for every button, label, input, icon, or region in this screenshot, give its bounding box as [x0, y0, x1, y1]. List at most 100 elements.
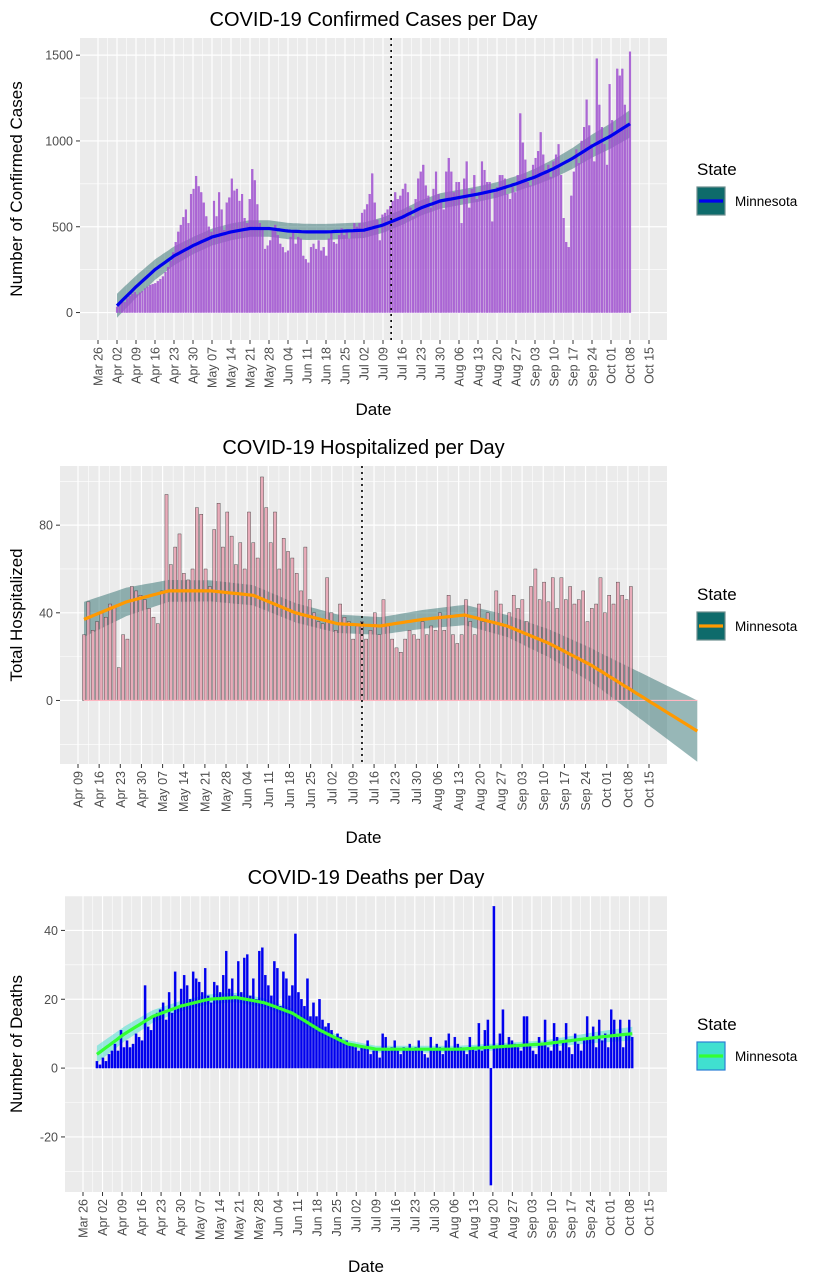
bar: [147, 608, 151, 701]
bar: [597, 1019, 601, 1069]
bar: [435, 1043, 439, 1069]
legend-label: Minnesota: [735, 194, 798, 209]
bar: [315, 1016, 318, 1069]
bar: [169, 564, 173, 701]
bar: [429, 625, 433, 701]
bar: [289, 236, 292, 313]
x-tick-label: Aug 06: [431, 771, 445, 811]
bar: [514, 192, 517, 313]
x-tick-label: Apr 30: [174, 1199, 188, 1236]
bar: [549, 176, 552, 313]
bar: [478, 192, 481, 313]
bar: [383, 212, 387, 313]
bar: [468, 1036, 472, 1069]
bar: [82, 634, 86, 701]
bar: [225, 950, 228, 1069]
bar: [470, 188, 473, 313]
bar: [327, 1023, 330, 1069]
bar: [119, 1030, 123, 1069]
x-tick-label: Sep 03: [516, 771, 530, 811]
bar: [215, 216, 218, 313]
bar: [169, 260, 172, 313]
bar: [110, 1050, 114, 1069]
bar: [363, 1047, 366, 1069]
y-tick-label: 80: [39, 519, 53, 533]
y-axis-title: Number of Confirmed Cases: [7, 81, 26, 296]
bar: [179, 988, 183, 1069]
x-tick-label: Oct 15: [643, 347, 657, 384]
bar: [560, 175, 563, 313]
bar: [381, 1033, 384, 1069]
bar: [381, 599, 386, 701]
bar: [453, 1036, 457, 1069]
bar: [516, 608, 520, 701]
x-tick-label: Jun 18: [320, 347, 334, 385]
bar: [399, 1054, 402, 1069]
bar: [234, 564, 238, 701]
bar: [390, 1047, 393, 1069]
bar: [309, 1016, 312, 1069]
bar: [465, 1054, 469, 1069]
x-tick-label: May 28: [252, 1199, 266, 1240]
x-tick-label: May 28: [220, 771, 234, 812]
bar: [429, 207, 433, 313]
y-axis-title: Number of Deaths: [7, 975, 26, 1113]
bar: [386, 625, 390, 701]
x-tick-label: Apr 02: [96, 1199, 110, 1236]
x-axis-title: Date: [348, 1257, 384, 1276]
bar: [343, 235, 346, 313]
bar: [167, 992, 171, 1069]
x-tick-label: Aug 27: [494, 771, 508, 811]
bar: [376, 219, 379, 313]
bar: [133, 292, 136, 313]
bar: [414, 199, 417, 313]
bar: [480, 1050, 484, 1069]
bar: [402, 1047, 405, 1069]
bar: [588, 1036, 592, 1069]
bar: [399, 652, 403, 701]
bar: [603, 612, 607, 701]
bar: [368, 193, 371, 313]
y-axis-title: Total Hospitalized: [7, 548, 26, 681]
bar: [339, 1036, 342, 1069]
x-tick-label: May 07: [194, 1199, 208, 1240]
bar: [594, 1047, 598, 1069]
bar: [164, 1019, 168, 1069]
bar: [405, 1050, 408, 1069]
x-tick-label: Oct 08: [621, 771, 635, 808]
bar: [452, 192, 455, 313]
bar: [521, 142, 524, 313]
bar: [212, 981, 216, 1069]
bar: [573, 1033, 577, 1069]
bar: [179, 224, 182, 313]
bar: [585, 99, 588, 313]
smooth-line: [83, 589, 699, 733]
bar: [516, 175, 519, 313]
x-tick-label: Oct 08: [624, 347, 638, 384]
x-tick-label: Apr 16: [93, 771, 107, 808]
bar: [156, 623, 160, 701]
bar: [282, 971, 285, 1069]
bar: [616, 68, 619, 313]
bar: [396, 1050, 399, 1069]
bar: [387, 1050, 390, 1069]
bar: [200, 192, 203, 313]
x-tick-label: Aug 20: [473, 771, 487, 811]
bar: [533, 568, 538, 701]
bar: [332, 242, 336, 313]
bar: [143, 599, 147, 701]
bar: [438, 1047, 442, 1069]
bar: [567, 247, 570, 313]
bar: [300, 999, 303, 1069]
bar: [528, 1043, 532, 1069]
bar: [438, 612, 442, 701]
bar: [256, 204, 259, 313]
bars: [115, 51, 632, 313]
x-tick-label: Jul 09: [377, 347, 391, 380]
x-tick-label: Aug 13: [467, 1199, 481, 1239]
x-tick-label: Apr 30: [135, 771, 149, 808]
bar: [146, 286, 149, 313]
bar: [378, 240, 381, 313]
bar: [317, 240, 320, 313]
bar: [95, 1061, 99, 1069]
